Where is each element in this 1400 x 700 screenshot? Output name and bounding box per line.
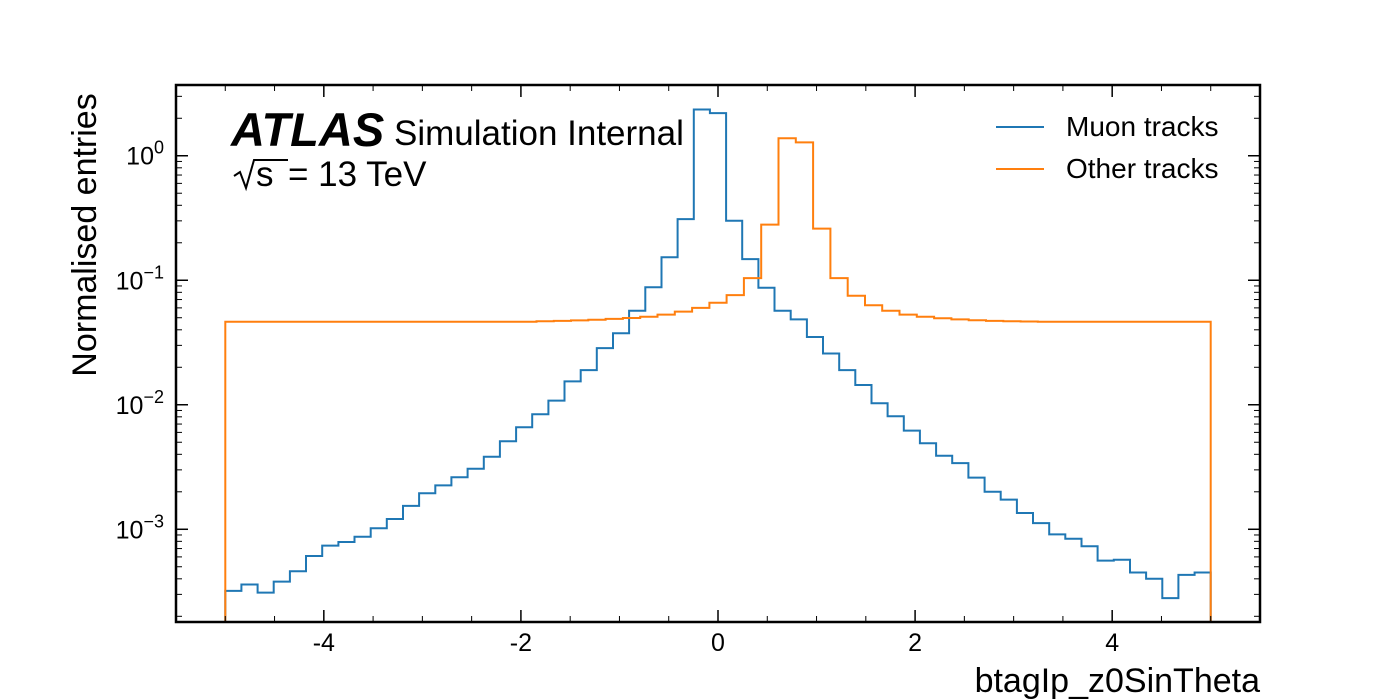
legend-label-other: Other tracks [1066, 153, 1218, 184]
energy-label: = 13 TeV [288, 155, 427, 194]
x-axis-title: btagIp_z0SinTheta [975, 662, 1261, 700]
y-tick-label: 10−3 [116, 511, 164, 544]
simulation-internal-label: Simulation Internal [394, 114, 684, 153]
x-tick-label: 4 [1105, 629, 1119, 657]
x-tick-label: 0 [711, 629, 725, 657]
y-tick-label: 10−1 [116, 262, 164, 295]
x-tick-label: 2 [908, 629, 922, 657]
x-tick-label: -4 [313, 629, 335, 657]
legend-label-muon: Muon tracks [1066, 111, 1219, 142]
energy-symbol: s [256, 155, 274, 194]
x-tick-label: -2 [510, 629, 532, 657]
series-layer [224, 108, 1212, 622]
atlas-label: ATLAS [230, 103, 384, 156]
y-tick-label: 10−2 [116, 387, 164, 420]
y-tick-label: 100 [126, 138, 164, 171]
y-axis-title: Normalised entries [66, 93, 104, 376]
sqrt-icon [233, 159, 288, 192]
series-line-other [224, 137, 1212, 622]
series-line-muon [224, 108, 1212, 622]
plot-frame [174, 83, 1262, 624]
legend: Muon tracks Other tracks [996, 111, 1219, 184]
